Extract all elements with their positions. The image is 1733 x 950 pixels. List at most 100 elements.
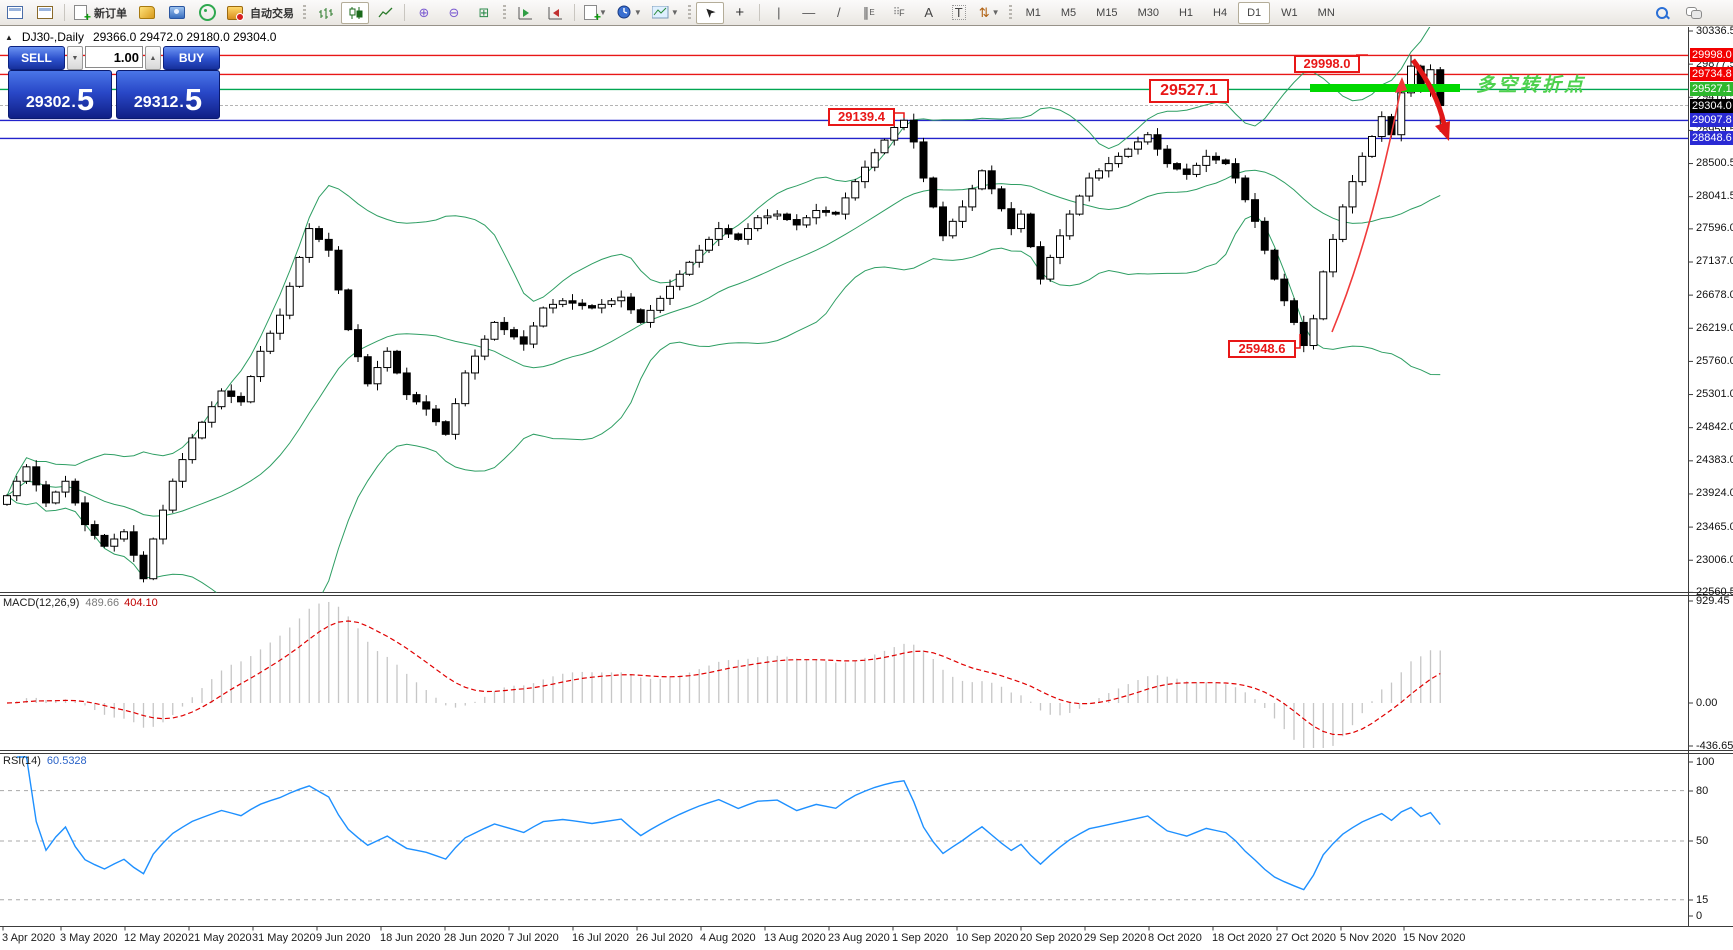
price-tick-label: 23006.0: [1696, 553, 1733, 566]
price-tick-label: 30336.5: [1696, 24, 1733, 37]
tf-w1[interactable]: W1: [1281, 6, 1298, 19]
buy-button[interactable]: BUY: [162, 46, 220, 70]
crosshair-tool[interactable]: +: [735, 4, 745, 21]
candlestick-chart-icon[interactable]: [341, 1, 369, 24]
date-tick-label: 1 Sep 2020: [892, 932, 949, 944]
main-toolbar: 新订单 自动交易 ⊕ ⊖ ⊞ ▼ ▼ ▼ ➤ + | — / ∥E ⠿F A T…: [0, 0, 1733, 26]
price-tick-label: 24383.0: [1696, 454, 1733, 467]
swing-low-price-label[interactable]: 25948.6: [1228, 340, 1296, 359]
zoom-in-icon[interactable]: ⊕: [418, 5, 430, 20]
auto-scroll-icon[interactable]: [511, 2, 539, 24]
tf-m15[interactable]: M15: [1096, 6, 1118, 19]
date-tick-label: 3 May 2020: [60, 932, 118, 944]
price-tick-label: 0: [1696, 909, 1703, 922]
price-tick-label: 25760.0: [1696, 354, 1733, 367]
price-tick-label: 23465.0: [1696, 520, 1733, 533]
resistance-price-label[interactable]: 29998.0: [1294, 55, 1360, 74]
line-chart-icon[interactable]: [371, 2, 399, 24]
volume-increase-button[interactable]: ▲: [145, 46, 161, 70]
date-tick-label: 26 Jul 2020: [636, 932, 693, 944]
date-tick-label: 12 May 2020: [124, 932, 188, 944]
price-tick-label: 27596.0: [1696, 222, 1733, 235]
profiles-icon[interactable]: [31, 2, 59, 24]
sell-price-panel[interactable]: 29302. 5: [8, 70, 112, 119]
tf-h1[interactable]: H1: [1178, 6, 1194, 19]
date-tick-label: 4 Aug 2020: [700, 932, 756, 944]
date-tick-label: 5 Nov 2020: [1340, 932, 1397, 944]
date-tick-label: 18 Jun 2020: [380, 932, 441, 944]
price-tick-label: 26219.0: [1696, 321, 1733, 334]
autotrading-icon: [227, 5, 244, 21]
vertical-line-tool[interactable]: |: [777, 5, 781, 20]
price-tick-label: 100: [1696, 755, 1715, 768]
zoom-out-icon[interactable]: ⊖: [448, 5, 460, 20]
horizontal-line-tool[interactable]: —: [802, 5, 816, 20]
tf-d1[interactable]: D1: [1238, 1, 1271, 24]
signals-icon[interactable]: [193, 2, 221, 24]
price-tick-label: 0.00: [1696, 696, 1718, 709]
vps-icon[interactable]: [163, 2, 191, 24]
trendline-tool[interactable]: /: [836, 5, 841, 20]
templates-menu[interactable]: ▼: [580, 2, 611, 24]
cursor-tool[interactable]: ➤: [695, 1, 724, 24]
date-tick-label: 21 May 2020: [188, 932, 252, 944]
indicators-menu[interactable]: ▼: [648, 2, 683, 24]
price-marker-29304.0: 29304.0: [1690, 98, 1733, 113]
macd-label: MACD(12,26,9) 489.66 404.10: [3, 597, 158, 609]
price-tick-label: 15: [1696, 893, 1709, 906]
arrows-menu[interactable]: ⇅ ▼: [978, 5, 1000, 20]
price-marker-29527.1: 29527.1: [1690, 82, 1733, 97]
autotrading-button[interactable]: 自动交易: [223, 2, 298, 24]
tile-windows-icon[interactable]: ⊞: [478, 5, 490, 20]
price-marker-29097.8: 29097.8: [1690, 113, 1733, 128]
bull-bear-pivot-note[interactable]: 多空转折点: [1476, 75, 1587, 96]
search-icon[interactable]: [1649, 2, 1677, 24]
date-tick-label: 28 Jun 2020: [444, 932, 505, 944]
volume-input[interactable]: [85, 46, 143, 68]
date-tick-label: 20 Sep 2020: [1020, 932, 1083, 944]
price-tick-label: 26678.0: [1696, 288, 1733, 301]
price-tick-label: 80: [1696, 784, 1709, 797]
chat-icon[interactable]: [1679, 2, 1707, 24]
channel-tool[interactable]: ∥ E: [862, 5, 875, 20]
buy-price-panel[interactable]: 29312. 5: [116, 70, 220, 119]
price-tick-label: 27137.0: [1696, 255, 1733, 268]
bar-chart-icon[interactable]: [311, 2, 339, 24]
symbol-period-label: DJ30-,Daily: [21, 30, 84, 44]
periods-menu[interactable]: ▼: [613, 2, 646, 24]
text-tool[interactable]: A: [924, 5, 934, 20]
breakout-price-label[interactable]: 29139.4: [828, 108, 895, 127]
pivot-price-label[interactable]: 29527.1: [1149, 79, 1229, 103]
price-tick-label: 929.45: [1696, 594, 1730, 607]
date-tick-label: 13 Aug 2020: [764, 932, 826, 944]
price-marker-28848.6: 28848.6: [1690, 131, 1733, 146]
volume-decrease-button[interactable]: ▼: [67, 46, 83, 70]
new-chart-icon[interactable]: [1, 2, 29, 24]
price-tick-label: 23924.0: [1696, 487, 1733, 500]
sell-price-pip: 5: [76, 82, 95, 117]
tf-m1[interactable]: M1: [1025, 6, 1041, 19]
rsi-label: RSI(14) 60.5328: [3, 755, 87, 767]
new-order-button[interactable]: 新订单: [70, 2, 131, 24]
chart-shift-icon[interactable]: [541, 2, 569, 24]
date-tick-label: 31 May 2020: [252, 932, 316, 944]
sell-button[interactable]: SELL: [8, 46, 66, 70]
collapse-icon[interactable]: ▲: [5, 32, 13, 42]
date-tick-label: 10 Sep 2020: [956, 932, 1019, 944]
fibonacci-tool[interactable]: ⠿ F: [892, 6, 905, 18]
tf-h4[interactable]: H4: [1213, 6, 1228, 19]
price-marker-29998.0: 29998.0: [1690, 48, 1733, 63]
text-label-tool[interactable]: T: [945, 2, 973, 24]
metaeditor-icon[interactable]: [133, 2, 161, 24]
date-tick-label: 15 Nov 2020: [1403, 932, 1466, 944]
sell-price-main: 29302: [25, 94, 71, 111]
date-tick-label: 7 Jul 2020: [508, 932, 559, 944]
tf-mn[interactable]: MN: [1317, 6, 1335, 19]
tf-m5[interactable]: M5: [1060, 6, 1077, 19]
new-order-icon: [74, 5, 91, 24]
tf-m30[interactable]: M30: [1137, 6, 1159, 19]
price-tick-label: -436.65: [1696, 739, 1733, 752]
date-tick-label: 27 Oct 2020: [1276, 932, 1336, 944]
